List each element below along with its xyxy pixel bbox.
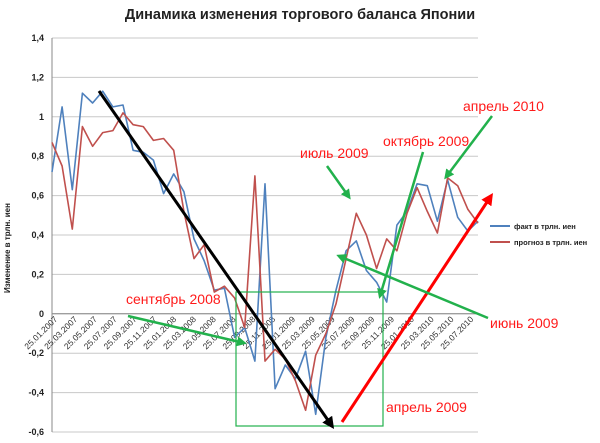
green-arrow-apr2010 <box>444 115 493 180</box>
legend-label-forecast: прогноз в трлн. иен <box>514 238 587 247</box>
y-tick-label: 0,2 <box>31 269 44 279</box>
y-tick-labels: 1,4 1,2 1 0,8 0,6 0,4 0,2 0 -0,2 -0,4 -0,6 <box>28 33 44 437</box>
y-tick-label: 0,4 <box>31 230 44 240</box>
gridlines <box>52 37 478 433</box>
annotation-jul2009: июль 2009 <box>300 145 369 161</box>
axes <box>51 38 478 432</box>
series-lines <box>51 90 479 416</box>
annotations: апрель 2010 июль 2009 октябрь 2009 сентя… <box>97 90 559 429</box>
annotation-apr2010: апрель 2010 <box>463 98 544 114</box>
series-line-forecast <box>51 112 479 412</box>
annotation-oct2009: октябрь 2009 <box>383 133 469 149</box>
y-tick-label: 1 <box>39 112 44 122</box>
legend-label-fact: факт в трлн. иен <box>514 222 576 231</box>
y-tick-label: -0,2 <box>28 348 44 358</box>
green-arrow-sep2008 <box>127 314 247 347</box>
legend: факт в трлн. иен прогноз в трлн. иен <box>490 222 587 247</box>
green-arrow-oct2009 <box>377 151 425 299</box>
annotation-jun2009: июнь 2009 <box>490 315 559 331</box>
green-arrow-jun2009 <box>336 254 489 320</box>
red-arrow <box>340 192 493 423</box>
y-tick-label: 1,4 <box>31 33 44 43</box>
green-arrow-jul2009 <box>325 165 351 200</box>
y-tick-label: 0 <box>39 309 44 319</box>
black-arrow <box>97 90 335 429</box>
y-tick-label: -0,4 <box>28 388 44 398</box>
y-axis-label: Изменение в трлн. иен <box>3 203 12 293</box>
y-tick-label: -0,6 <box>28 427 44 437</box>
annotation-apr2009: апрель 2009 <box>386 399 467 415</box>
y-tick-label: 1,2 <box>31 72 44 82</box>
y-tick-label: 0,8 <box>31 151 44 161</box>
x-tick-labels: 25.01.200725.03.200725.05.200725.07.2007… <box>22 314 475 351</box>
y-tick-label: 0,6 <box>31 191 44 201</box>
chart-title: Динамика изменения торгового баланса Япо… <box>125 7 475 23</box>
annotation-sep2008: сентябрь 2008 <box>126 291 221 307</box>
